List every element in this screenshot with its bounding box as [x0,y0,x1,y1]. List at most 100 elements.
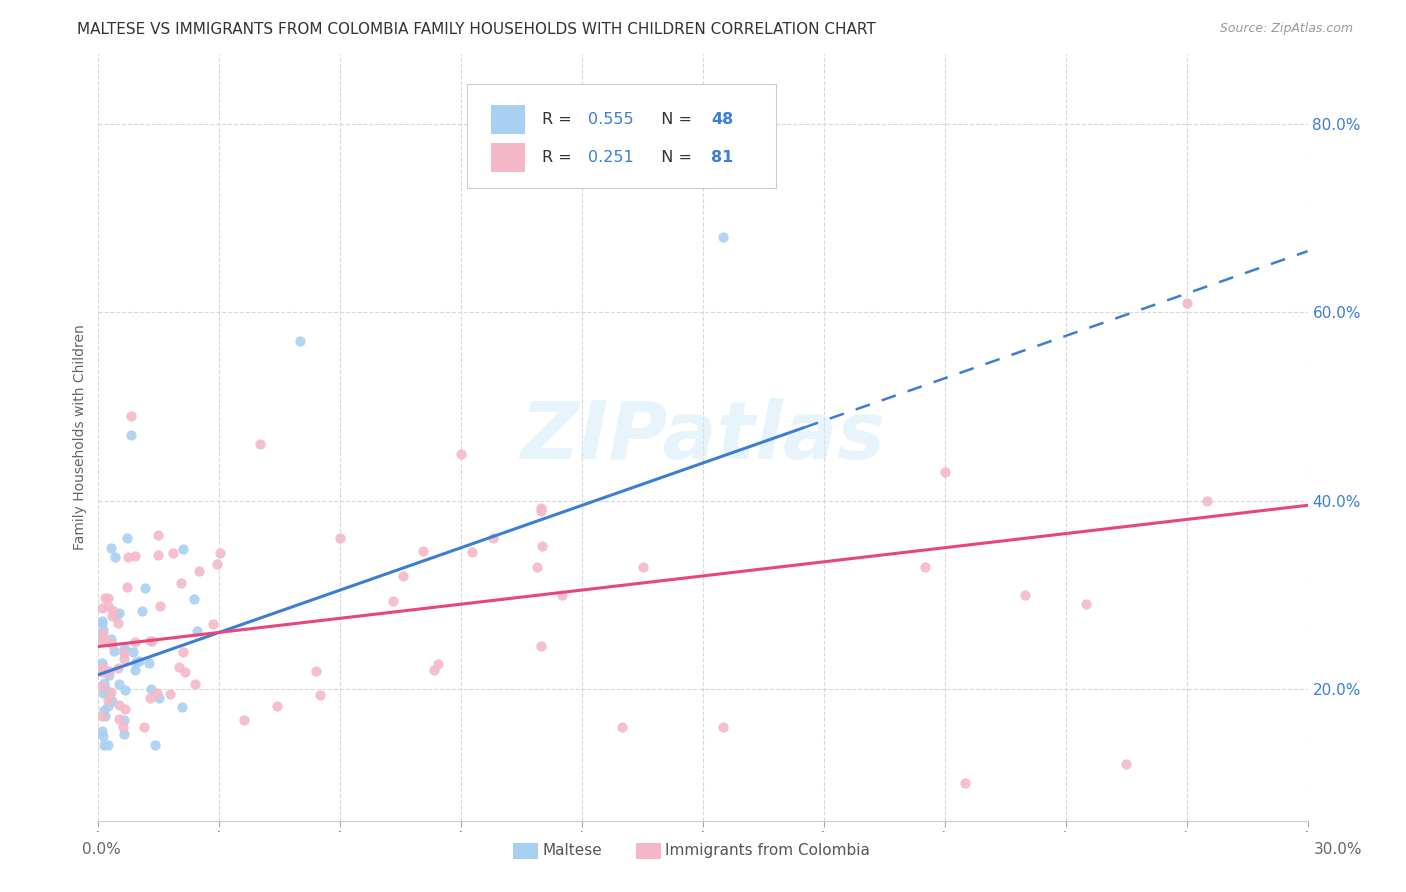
Point [173,665,195,679]
Point [124,549,146,564]
Point [233,713,256,727]
Point [530,504,553,518]
Point [112,652,135,666]
Point [112,714,135,728]
Point [1074,597,1097,611]
Point [97,591,120,606]
Point [124,635,146,649]
Point [107,616,129,631]
Point [288,334,311,348]
Point [391,569,413,583]
Bar [492,105,526,134]
Text: 0.0%: 0.0% [82,842,121,856]
Text: 0.251: 0.251 [588,151,634,165]
Point [104,608,127,623]
Point [159,687,181,701]
Point [162,546,184,560]
Point [97,739,120,753]
Point [329,531,352,545]
Point [530,539,553,553]
Point [97,699,120,714]
Point [115,580,138,594]
Point [107,698,129,712]
Point [115,531,138,545]
Point [1195,493,1218,508]
Point [112,641,135,656]
Point [266,698,288,713]
Point [120,427,142,442]
Text: Source: ZipAtlas.com: Source: ZipAtlas.com [1219,22,1353,36]
Point [91,723,114,738]
Point [94,681,117,695]
Point [934,466,956,480]
Text: 48: 48 [711,112,734,127]
Point [183,592,205,607]
Point [426,657,449,671]
Point [530,500,553,515]
Point [91,709,114,723]
Point [117,550,139,565]
Point [711,230,734,244]
Point [108,606,131,620]
Text: R =: R = [543,151,576,165]
Point [101,608,124,623]
Point [94,634,117,648]
Point [91,615,114,629]
Point [112,727,135,741]
Point [148,691,170,706]
FancyBboxPatch shape [467,84,776,188]
Point [482,532,505,546]
Point [138,634,160,648]
Point [91,661,114,675]
Point [450,446,472,460]
Point [112,719,135,733]
Point [101,637,124,651]
Point [97,664,120,678]
Bar [492,144,526,172]
Point [107,712,129,726]
Point [131,604,153,618]
Point [631,559,654,574]
Point [114,702,136,716]
Point [305,664,328,678]
Point [143,739,166,753]
Point [201,616,224,631]
Point [91,661,114,675]
Point [172,542,194,557]
Point [97,688,120,702]
Point [100,632,122,646]
Point [91,601,114,615]
Point [91,632,114,647]
Point [188,564,211,578]
Point [1175,296,1198,310]
Point [93,703,115,717]
Point [914,559,936,574]
Point [205,557,228,571]
Text: MALTESE VS IMMIGRANTS FROM COLOMBIA FAMILY HOUSEHOLDS WITH CHILDREN CORRELATION : MALTESE VS IMMIGRANTS FROM COLOMBIA FAMI… [77,22,876,37]
Point [249,437,271,451]
Point [124,663,146,677]
Point [1014,588,1036,602]
Text: ZIPatlas: ZIPatlas [520,398,886,476]
Point [91,679,114,693]
Point [91,615,114,630]
Point [423,663,446,677]
Point [120,409,142,423]
Point [91,624,114,638]
Point [122,645,145,659]
Point [460,545,482,559]
Point [97,668,120,682]
Point [100,694,122,708]
Point [103,644,125,658]
Point [103,604,125,618]
Point [128,654,150,668]
Text: R =: R = [543,112,576,127]
Text: N =: N = [651,151,697,165]
Point [172,700,194,714]
Y-axis label: Family Households with Children: Family Households with Children [73,324,87,550]
Point [134,581,156,595]
Point [91,628,114,642]
Point [1115,757,1137,772]
Point [93,739,115,753]
Point [308,688,330,702]
